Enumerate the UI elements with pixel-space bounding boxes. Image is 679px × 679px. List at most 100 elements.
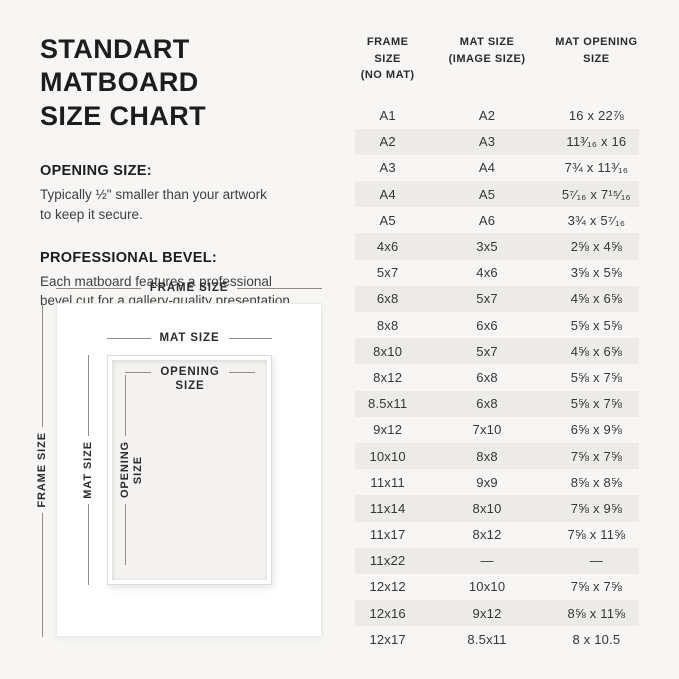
opening-size-label-line2: SIZE <box>175 380 205 392</box>
label-leader-line <box>125 371 152 373</box>
label-leader-line <box>237 287 323 289</box>
table-row: 8x10 5x7 4⅝ x 6⅝ <box>355 338 639 365</box>
label-leader-line <box>124 503 126 565</box>
cell-frame-size: 11x14 <box>369 500 406 516</box>
cell-mat-opening: 5⁷⁄₁₆ x 7¹⁵⁄₁₆ <box>561 186 631 202</box>
cell-mat-opening: 8 x 10.5 <box>572 631 621 647</box>
label-leader-line <box>87 355 89 437</box>
mat-size-label-text: MAT SIZE <box>159 332 220 344</box>
cell-frame-size: 11x17 <box>369 527 406 543</box>
cell-frame-size: 8x10 <box>373 343 403 359</box>
cell-frame-size: A2 <box>379 134 396 150</box>
cell-mat-size: 5x7 <box>476 343 498 359</box>
frame-size-vertical-text: FRAME SIZE <box>36 432 48 508</box>
label-leader-line <box>228 371 255 373</box>
cell-mat-opening: 6⅝ x 9⅝ <box>570 422 623 438</box>
cell-mat-opening: 5⅝ x 5⅝ <box>570 317 623 333</box>
cell-mat-opening: 2⅝ x 4⅝ <box>570 239 623 255</box>
table-row: A5 A6 3¾ x 5⁷⁄₁₆ <box>355 207 639 233</box>
cell-mat-opening: 7¾ x 11³⁄₁₆ <box>564 160 629 176</box>
size-table-body: A1 A2 16 x 22⅞ A2 A3 11³⁄₁₆ x 16 A3 A4 7… <box>355 103 639 653</box>
cell-frame-size: 11x22 <box>369 553 406 569</box>
mat-size-vertical-label: MAT SIZE <box>82 355 94 585</box>
label-leader-line <box>107 337 151 339</box>
professional-bevel-heading: PROFESSIONAL BEVEL: <box>40 249 218 266</box>
opening-size-heading: OPENING SIZE: <box>40 163 152 180</box>
cell-mat-size: 6x8 <box>476 396 498 412</box>
table-row: A4 A5 5⁷⁄₁₆ x 7¹⁵⁄₁₆ <box>355 181 639 208</box>
cell-mat-size: 9x9 <box>476 474 498 490</box>
table-row: 8.5x11 6x8 5⅝ x 7⅝ <box>355 390 639 417</box>
table-row: 12x12 10x10 7⅝ x 7⅝ <box>355 574 639 600</box>
cell-mat-size: 9x12 <box>472 605 502 621</box>
opening-size-vertical-text2: SIZE <box>132 455 144 485</box>
cell-frame-size: 4x6 <box>376 239 399 255</box>
table-row: 12x16 9x12 8⅝ x 11⅝ <box>355 600 639 627</box>
cell-mat-opening: 8⅝ x 8⅝ <box>570 474 623 490</box>
label-leader-line <box>87 503 89 585</box>
frame-size-top-label-text: FRAME SIZE <box>149 282 229 294</box>
table-row: 6x8 5x7 4⅝ x 6⅝ <box>355 285 639 312</box>
table-row: 9x12 7x10 6⅝ x 9⅝ <box>355 417 639 443</box>
cell-mat-size: A3 <box>478 134 496 150</box>
cell-mat-size: 5x7 <box>476 291 498 307</box>
opening-size-text: Typically ½" smaller than your artwork t… <box>40 187 267 222</box>
left-column: STANDART MATBOARD SIZE CHART OPENING SIZ… <box>40 33 340 310</box>
cell-frame-size: 8.5x11 <box>368 396 408 412</box>
table-row: A3 A4 7¾ x 11³⁄₁₆ <box>355 155 639 181</box>
cell-mat-opening: 5⅝ x 7⅝ <box>570 369 623 385</box>
table-row: 11x22 — — <box>355 547 639 574</box>
cell-mat-size: 4x6 <box>476 265 498 281</box>
table-row: 8x8 6x6 5⅝ x 5⅝ <box>355 312 639 338</box>
cell-frame-size: A3 <box>379 160 396 176</box>
frame-size-vertical-label: FRAME SIZE <box>36 303 48 637</box>
table-header-mat-size: MAT SIZE (IMAGE SIZE) <box>448 36 526 65</box>
table-row: 4x6 3x5 2⅝ x 4⅝ <box>355 233 639 260</box>
cell-mat-size: A2 <box>478 108 496 124</box>
size-table-header: FRAME SIZE (NO MAT) MAT SIZE (IMAGE SIZE… <box>355 34 639 84</box>
frame-size-top-label: FRAME SIZE <box>56 282 323 294</box>
cell-mat-size: 7x10 <box>472 422 502 438</box>
table-header-mat-opening: MAT OPENING SIZE <box>555 36 638 65</box>
table-row: 11x14 8x10 7⅝ x 9⅝ <box>355 495 639 522</box>
table-row: A2 A3 11³⁄₁₆ x 16 <box>355 128 639 155</box>
cell-mat-opening: 7⅝ x 7⅝ <box>570 448 623 464</box>
table-row: 10x10 8x8 7⅝ x 7⅝ <box>355 442 639 470</box>
label-leader-line <box>56 287 141 289</box>
cell-frame-size: 12x16 <box>369 605 406 621</box>
mat-size-vertical-text: MAT SIZE <box>82 441 94 499</box>
page-title: STANDART MATBOARD SIZE CHART <box>40 34 206 131</box>
opening-size-label-text1: OPENING <box>160 366 220 378</box>
cell-mat-opening: 11³⁄₁₆ x 16 <box>566 134 627 150</box>
opening-size-section: OPENING SIZE: Typically ½" smaller than … <box>40 163 340 223</box>
mat-diagram: FRAME SIZE MAT SIZE OPENING SIZE FRAME S… <box>36 278 332 648</box>
cell-mat-opening: 5⅝ x 7⅝ <box>570 396 623 412</box>
opening-size-vertical-label-line2: SIZE <box>132 375 144 565</box>
cell-mat-size: — <box>480 553 494 569</box>
cell-frame-size: 5x7 <box>376 265 399 281</box>
label-leader-line <box>41 303 43 428</box>
cell-mat-opening: — <box>589 553 603 569</box>
table-row: 11x11 9x9 8⅝ x 8⅝ <box>355 469 639 495</box>
cell-mat-opening: 4⅝ x 6⅝ <box>570 291 623 307</box>
cell-mat-size: 8x10 <box>472 500 502 516</box>
cell-mat-size: A6 <box>478 212 496 228</box>
cell-frame-size: A5 <box>379 212 396 228</box>
table-row: 8x12 6x8 5⅝ x 7⅝ <box>355 364 639 390</box>
cell-frame-size: 6x8 <box>376 291 399 307</box>
table-row: 5x7 4x6 3⅝ x 5⅝ <box>355 260 639 286</box>
table-row: A1 A2 16 x 22⅞ <box>355 103 639 129</box>
cell-mat-opening: 4⅝ x 6⅝ <box>570 343 623 359</box>
cell-mat-opening: 16 x 22⅞ <box>568 108 624 124</box>
cell-mat-opening: 7⅝ x 11⅝ <box>567 527 626 543</box>
size-table: FRAME SIZE (NO MAT) MAT SIZE (IMAGE SIZE… <box>355 34 639 652</box>
opening-size-vertical-label: OPENING <box>119 375 131 565</box>
table-row: 12x17 8.5x11 8 x 10.5 <box>355 626 639 652</box>
cell-mat-size: 6x8 <box>476 369 498 385</box>
cell-mat-size: 8.5x11 <box>467 631 507 647</box>
mat-opening-area <box>112 360 267 580</box>
cell-mat-opening: 7⅝ x 7⅝ <box>570 579 623 595</box>
cell-mat-opening: 3¾ x 5⁷⁄₁₆ <box>567 212 626 228</box>
cell-frame-size: 11x11 <box>370 474 405 490</box>
